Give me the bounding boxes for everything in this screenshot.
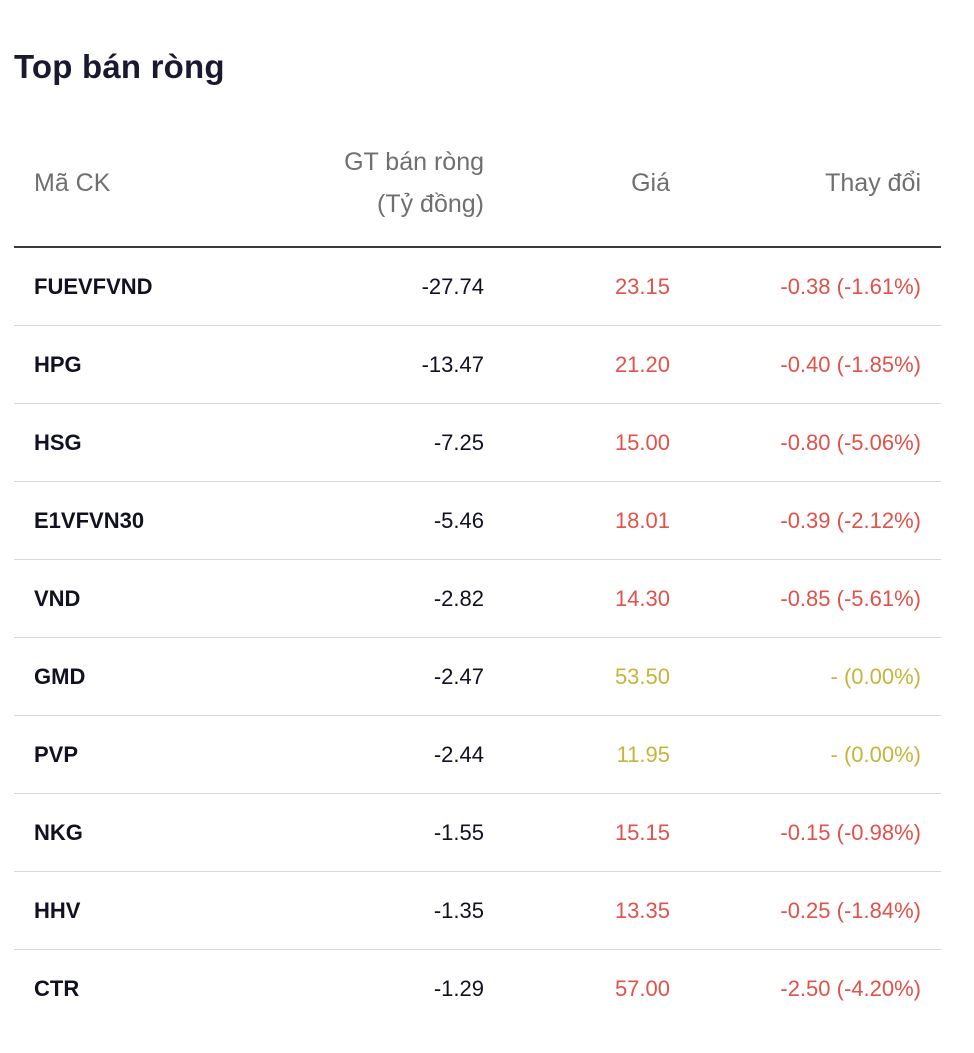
cell-change: -0.80 (-5.06%): [690, 403, 941, 482]
table-row[interactable]: FUEVFVND -27.74 23.15 -0.38 (-1.61%): [14, 247, 941, 326]
cell-symbol[interactable]: HSG: [14, 403, 214, 482]
cell-price: 57.00: [614, 975, 670, 1001]
cell-symbol[interactable]: FUEVFVND: [14, 247, 214, 326]
table-row[interactable]: GMD -2.47 53.50 - (0.00%): [14, 637, 941, 716]
cell-net-value: -27.74: [214, 247, 504, 326]
table-body: FUEVFVND -27.74 23.15 -0.38 (-1.61%) HPG…: [14, 247, 941, 1027]
column-header-price-label: Giá: [631, 169, 670, 197]
cell-change: -0.38 (-1.61%): [690, 247, 941, 326]
header-row: Mã CK GT bán ròng (Tỷ đồng) Giá Thay đổi: [14, 120, 941, 248]
column-header-change: Thay đổi: [690, 120, 941, 248]
cell-price: 15.00: [504, 403, 690, 482]
cell-symbol[interactable]: CTR: [34, 975, 80, 1001]
cell-symbol[interactable]: HPG: [14, 325, 214, 404]
column-header-change-label: Thay đổi: [825, 169, 921, 197]
cell-price: 11.95: [504, 715, 690, 794]
table-row[interactable]: HPG -13.47 21.20 -0.40 (-1.85%): [14, 325, 941, 404]
cell-price: 21.20: [504, 325, 690, 404]
table-row[interactable]: VND -2.82 14.30 -0.85 (-5.61%): [14, 559, 941, 638]
cell-net-value: -1.29: [433, 975, 484, 1001]
cell-symbol[interactable]: HHV: [14, 871, 214, 950]
table-row[interactable]: CTR -1.29 57.00 -2.50 (-4.20%): [14, 950, 941, 1028]
column-header-value-line1: GT bán ròng: [344, 148, 484, 176]
table-header: Mã CK GT bán ròng (Tỷ đồng) Giá Thay đổi: [14, 120, 941, 248]
cell-symbol[interactable]: VND: [14, 559, 214, 638]
cell-symbol[interactable]: NKG: [14, 793, 214, 872]
cell-price: 13.35: [504, 871, 690, 950]
column-header-symbol: Mã CK: [14, 120, 214, 248]
cell-net-value: -7.25: [214, 403, 504, 482]
cell-change: -0.25 (-1.84%): [690, 871, 941, 950]
net-sell-table: Mã CK GT bán ròng (Tỷ đồng) Giá Thay đổi…: [14, 120, 941, 1027]
cell-change: -0.40 (-1.85%): [690, 325, 941, 404]
cell-price: 23.15: [504, 247, 690, 326]
table-row[interactable]: HHV -1.35 13.35 -0.25 (-1.84%): [14, 871, 941, 950]
cell-price: 18.01: [504, 481, 690, 560]
cell-symbol[interactable]: GMD: [14, 637, 214, 716]
table-row[interactable]: NKG -1.55 15.15 -0.15 (-0.98%): [14, 793, 941, 872]
cell-price: 53.50: [504, 637, 690, 716]
cell-change: - (0.00%): [690, 637, 941, 716]
column-header-value-line2: (Tỷ đồng): [377, 190, 484, 218]
cell-change: -0.39 (-2.12%): [690, 481, 941, 560]
cell-net-value: -2.44: [214, 715, 504, 794]
cell-change: - (0.00%): [690, 715, 941, 794]
table-row[interactable]: PVP -2.44 11.95 - (0.00%): [14, 715, 941, 794]
cell-net-value: -13.47: [214, 325, 504, 404]
table-row[interactable]: E1VFVN30 -5.46 18.01 -0.39 (-2.12%): [14, 481, 941, 560]
cell-net-value: -2.82: [214, 559, 504, 638]
cell-net-value: -1.55: [214, 793, 504, 872]
column-header-price: Giá: [504, 120, 690, 248]
cell-net-value: -1.35: [214, 871, 504, 950]
cell-symbol[interactable]: E1VFVN30: [14, 481, 214, 560]
cell-price: 15.15: [504, 793, 690, 872]
table-row[interactable]: HSG -7.25 15.00 -0.80 (-5.06%): [14, 403, 941, 482]
widget-title: Top bán ròng: [14, 48, 225, 85]
column-header-symbol-label: Mã CK: [34, 169, 111, 197]
cell-change: -0.15 (-0.98%): [690, 793, 941, 872]
cell-symbol[interactable]: PVP: [14, 715, 214, 794]
column-header-value: GT bán ròng (Tỷ đồng): [214, 120, 504, 248]
cell-price: 14.30: [504, 559, 690, 638]
cell-change: -0.85 (-5.61%): [690, 559, 941, 638]
cell-net-value: -2.47: [214, 637, 504, 716]
cell-change: -2.50 (-4.20%): [780, 975, 921, 1001]
cell-net-value: -5.46: [214, 481, 504, 560]
